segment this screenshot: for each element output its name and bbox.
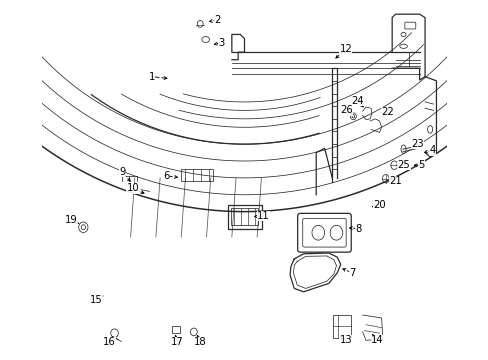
Text: 6: 6 bbox=[163, 171, 169, 181]
Text: 24: 24 bbox=[350, 96, 363, 106]
Text: 9: 9 bbox=[119, 167, 125, 176]
Text: 20: 20 bbox=[372, 200, 385, 210]
Text: 26: 26 bbox=[340, 105, 352, 116]
Text: 23: 23 bbox=[410, 139, 423, 149]
Text: 18: 18 bbox=[193, 337, 206, 347]
Text: 12: 12 bbox=[339, 44, 351, 54]
Text: 2: 2 bbox=[213, 15, 220, 25]
Text: 11: 11 bbox=[257, 211, 269, 221]
Text: 16: 16 bbox=[103, 337, 116, 347]
Text: 5: 5 bbox=[418, 160, 424, 170]
Text: 4: 4 bbox=[428, 145, 434, 156]
Text: 13: 13 bbox=[339, 335, 351, 345]
Text: 25: 25 bbox=[397, 160, 409, 170]
Text: 1: 1 bbox=[148, 72, 155, 82]
Text: 19: 19 bbox=[65, 215, 78, 225]
Text: 7: 7 bbox=[348, 268, 355, 278]
Text: 21: 21 bbox=[388, 176, 401, 186]
Text: 3: 3 bbox=[218, 38, 224, 48]
Text: 8: 8 bbox=[355, 224, 361, 234]
Text: 22: 22 bbox=[381, 108, 393, 117]
Text: 14: 14 bbox=[370, 335, 383, 345]
Text: 10: 10 bbox=[126, 184, 139, 193]
Text: 15: 15 bbox=[89, 295, 102, 305]
Text: 17: 17 bbox=[170, 337, 183, 347]
